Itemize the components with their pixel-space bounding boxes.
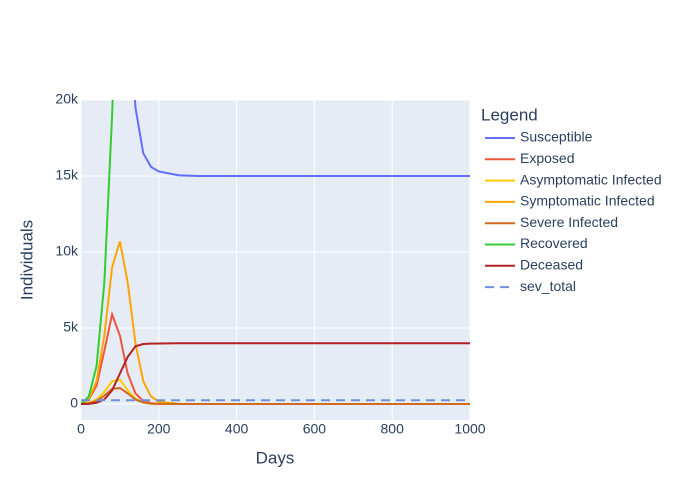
plot-area: [81, 100, 470, 420]
x-tick-label: 400: [225, 421, 249, 437]
legend-label: Symptomatic Infected: [520, 193, 655, 209]
y-tick-label: 5k: [63, 319, 79, 335]
y-tick-label: 20k: [55, 91, 79, 107]
legend-label: Severe Infected: [520, 214, 618, 230]
x-tick-label: 600: [303, 421, 327, 437]
legend-label: Susceptible: [520, 129, 593, 145]
axes: 0 200 400 600 800 1000 0 5k 10k 15k 20k: [55, 91, 485, 437]
x-tick-label: 0: [77, 421, 85, 437]
legend-label: Deceased: [520, 257, 583, 273]
x-tick-label: 200: [147, 421, 171, 437]
x-tick-label: 1000: [454, 421, 485, 437]
y-tick-label: 10k: [55, 243, 79, 259]
x-axis-title: Days: [256, 448, 295, 467]
legend-label: Asymptomatic Infected: [520, 171, 662, 187]
legend-label: Recovered: [520, 235, 588, 251]
lines: [81, 100, 470, 406]
x-tick-label: 800: [381, 421, 405, 437]
series-line: [81, 387, 470, 406]
series-line: [81, 100, 114, 405]
y-tick-label: 15k: [55, 167, 79, 183]
series-line: [133, 100, 470, 178]
legend-title: Legend: [481, 105, 538, 124]
y-axis-title: Individuals: [17, 220, 36, 300]
legend-label: sev_total: [520, 278, 576, 294]
y-tick-label: 0: [70, 395, 78, 411]
legend-label: Exposed: [520, 150, 574, 166]
legend: Legend Susceptible Exposed Asymptomatic In…: [481, 105, 662, 293]
